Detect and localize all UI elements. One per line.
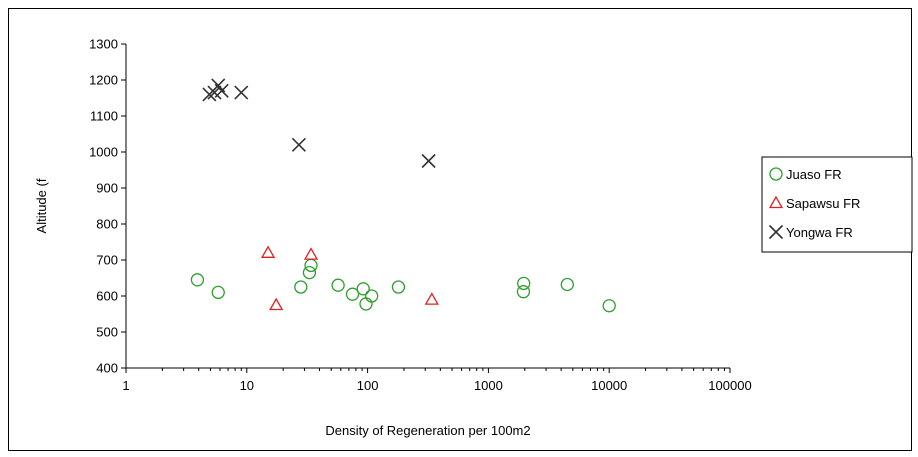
plot-area: 400 500 600 700 800 900 1000 1100 1200 1300 1 10 10… bbox=[89, 37, 752, 394]
data-point-circle bbox=[190, 273, 205, 287]
data-point-circle bbox=[211, 285, 225, 300]
y-tick-label: 700 bbox=[96, 253, 118, 268]
y-axis-ticks: 400 500 600 700 800 900 1000 1100 1200 1300 bbox=[89, 37, 126, 376]
data-point-circle bbox=[294, 280, 308, 294]
data-point-triangle bbox=[424, 292, 439, 305]
data-point-circle bbox=[356, 282, 370, 296]
data-point-x bbox=[234, 85, 249, 100]
y-tick-label: 1200 bbox=[89, 73, 118, 88]
y-tick-label: 1000 bbox=[89, 145, 118, 160]
y-tick-label: 400 bbox=[96, 361, 118, 376]
data-point-circle bbox=[560, 277, 574, 292]
data-point-circle bbox=[302, 265, 317, 280]
x-tick-label: 100 bbox=[357, 378, 379, 393]
data-points bbox=[190, 78, 616, 313]
legend: Juaso FR Sapawsu FR Yongwa FR bbox=[761, 156, 913, 253]
legend-item: Yongwa FR bbox=[768, 224, 853, 240]
y-tick-label: 900 bbox=[96, 181, 118, 196]
data-point-circle bbox=[364, 289, 379, 303]
x-axis-title: Density of Regeneration per 100m2 bbox=[325, 423, 530, 438]
x-axis-ticks: 1 10 100 1000 10000 100000 bbox=[122, 368, 752, 393]
x-tick-label: 1000 bbox=[474, 378, 503, 393]
x-tick-label: 100000 bbox=[708, 378, 751, 393]
chart-frame bbox=[8, 8, 912, 451]
y-axis-title: Altitude (f bbox=[34, 178, 49, 233]
series-triangle bbox=[260, 245, 439, 311]
y-tick-label: 1100 bbox=[90, 109, 118, 124]
legend-label: Yongwa FR bbox=[786, 225, 853, 240]
data-point-circle bbox=[602, 299, 616, 313]
y-tick-label: 600 bbox=[96, 289, 118, 304]
data-point-triangle bbox=[260, 245, 276, 258]
x-tick-label: 1 bbox=[122, 378, 129, 393]
legend-marker-x bbox=[768, 224, 784, 240]
y-tick-label: 1300 bbox=[89, 37, 118, 52]
y-tick-label: 500 bbox=[96, 325, 118, 340]
data-point-circle bbox=[304, 258, 318, 273]
legend-label: Sapawsu FR bbox=[786, 196, 860, 211]
data-point-circle bbox=[331, 278, 345, 292]
legend-item: Juaso FR bbox=[769, 167, 842, 182]
legend-marker-circle bbox=[769, 167, 783, 181]
data-point-x bbox=[421, 153, 436, 169]
y-tick-label: 800 bbox=[96, 217, 118, 232]
data-point-x bbox=[291, 137, 306, 152]
data-point-x bbox=[214, 83, 229, 98]
data-point-triangle bbox=[269, 297, 284, 311]
data-point-circle bbox=[345, 287, 360, 301]
series-circle bbox=[190, 258, 616, 313]
x-tick-label: 10000 bbox=[591, 378, 627, 393]
series-x bbox=[202, 78, 436, 169]
data-point-circle bbox=[391, 280, 406, 294]
data-point-circle bbox=[359, 297, 373, 311]
legend-label: Juaso FR bbox=[786, 167, 842, 182]
data-point-circle bbox=[516, 285, 531, 299]
x-tick-label: 10 bbox=[240, 378, 254, 393]
legend-marker-triangle bbox=[768, 195, 784, 209]
data-point-triangle bbox=[303, 247, 319, 260]
legend-box bbox=[761, 156, 913, 253]
data-point-circle bbox=[517, 276, 531, 291]
legend-item: Sapawsu FR bbox=[768, 195, 860, 211]
